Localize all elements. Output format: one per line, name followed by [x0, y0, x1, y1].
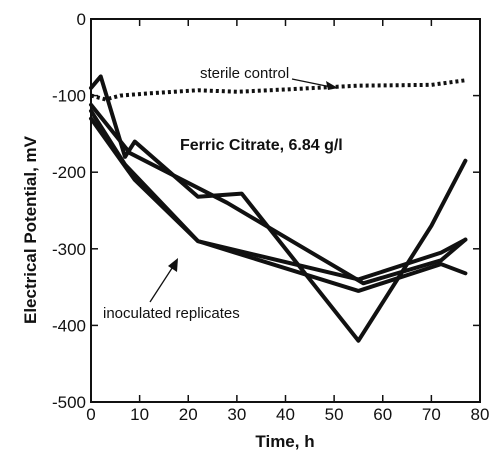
y-tick-label: -200 [52, 163, 86, 182]
annotation-inoculated-replicates: inoculated replicates [103, 305, 240, 322]
y-tick-label: 0 [77, 10, 86, 29]
series-line-inoculated-replicate-3 [89, 116, 468, 293]
y-tick-label: -500 [52, 393, 86, 412]
series-line-sterile-control [90, 78, 466, 102]
annotation-ferric-citrate: Ferric Citrate, 6.84 g/l [180, 137, 343, 154]
y-tick-label: -300 [52, 240, 86, 259]
x-tick-label: 10 [130, 405, 149, 424]
x-tick-label: 60 [373, 405, 392, 424]
x-tick-label: 40 [276, 405, 295, 424]
y-tick-label: -100 [52, 87, 86, 106]
x-tick-label: 20 [179, 405, 198, 424]
series-line-inoculated-replicate-4 [89, 102, 468, 286]
x-tick-label: 80 [471, 405, 490, 424]
y-tick-label: -400 [52, 316, 86, 335]
x-tick-label: 50 [325, 405, 344, 424]
sterile-control-arrow [291, 78, 338, 90]
series-group [89, 74, 468, 343]
series-line-inoculated-replicate-1 [89, 74, 468, 343]
inoculated-replicates-arrow [149, 258, 178, 303]
ticks-group: 0 10 20 30 40 50 60 70 80 0 -100 -200 -300 -400 -500 [52, 10, 489, 424]
annotation-sterile-control: sterile control [200, 65, 289, 82]
x-axis-title: Time, h [255, 432, 314, 451]
x-tick-label: 0 [86, 405, 95, 424]
x-tick-label: 70 [422, 405, 441, 424]
y-axis-title: Electrical Potential, mV [21, 135, 40, 324]
x-tick-label: 30 [227, 405, 246, 424]
